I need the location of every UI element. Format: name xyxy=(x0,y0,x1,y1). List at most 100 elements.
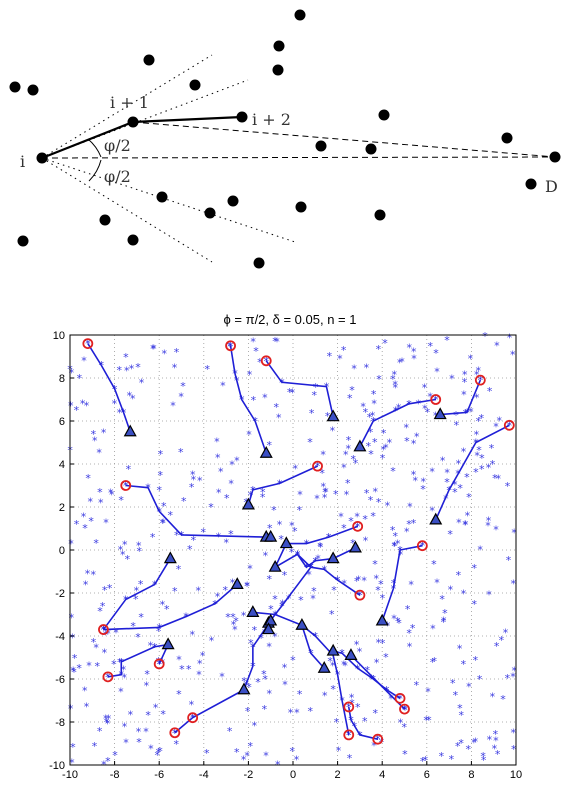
chart-title: ϕ = π/2, δ = 0.05, n = 1 xyxy=(224,312,357,327)
scatter-point: * xyxy=(477,673,483,686)
scatter-point: * xyxy=(272,335,278,348)
scatter-point: * xyxy=(282,679,288,692)
scatter-point: * xyxy=(82,685,88,698)
scatter-point: * xyxy=(471,598,477,611)
scatter-point: * xyxy=(294,706,300,719)
scatter-point: * xyxy=(493,735,499,748)
scatter-point: * xyxy=(101,427,107,440)
scatter-point: * xyxy=(486,462,492,475)
scatter-point: * xyxy=(190,629,196,642)
network-node xyxy=(127,234,139,246)
scatter-point: * xyxy=(117,407,123,420)
scatter-point: * xyxy=(111,658,117,671)
scatter-point: * xyxy=(510,727,516,740)
route-node: * xyxy=(335,574,341,587)
scatter-point: * xyxy=(422,403,428,416)
scatter-point: * xyxy=(103,712,109,725)
route-node: * xyxy=(324,381,330,394)
scatter-point: * xyxy=(170,399,176,412)
scatter-point: * xyxy=(371,739,377,752)
angle-arc-lower xyxy=(88,159,102,182)
scatter-point: * xyxy=(489,442,495,455)
scatter-point: * xyxy=(341,344,347,357)
route-node: * xyxy=(348,714,354,727)
scatter-point: * xyxy=(449,373,455,386)
scatter-point: * xyxy=(376,496,382,509)
route-path-line xyxy=(229,345,267,454)
scatter-point: * xyxy=(112,398,118,411)
scatter-point: * xyxy=(406,518,412,531)
x-tick-label: 4 xyxy=(379,769,385,781)
route-node: * xyxy=(190,712,196,725)
scatter-point: * xyxy=(383,442,389,455)
route-node: * xyxy=(277,477,283,490)
start-marker xyxy=(394,692,406,704)
scatter-point: * xyxy=(364,487,370,500)
scatter-point: * xyxy=(91,428,97,441)
scatter-point: * xyxy=(404,526,410,539)
scatter-point: * xyxy=(230,611,236,624)
route-node: * xyxy=(123,593,129,606)
scatter-point: * xyxy=(420,475,426,488)
scatter-point: * xyxy=(136,726,142,739)
scatter-point: * xyxy=(368,426,374,439)
scatter-point: * xyxy=(69,366,75,379)
scatter-point: * xyxy=(233,615,239,628)
route-node: * xyxy=(263,355,269,368)
scatter-point: * xyxy=(151,342,157,355)
scatter-point: * xyxy=(157,484,163,497)
scatter-point: * xyxy=(407,641,413,654)
route-node: * xyxy=(101,624,107,637)
scatter-point: * xyxy=(449,753,455,766)
route-node: * xyxy=(98,359,104,372)
scatter-point: * xyxy=(430,656,436,669)
scatter-point: * xyxy=(172,362,178,375)
end-marker xyxy=(433,407,447,420)
scatter-point: * xyxy=(97,605,103,618)
scatter-point: * xyxy=(351,453,357,466)
scatter-point: * xyxy=(338,510,344,523)
scatter-point: * xyxy=(456,569,462,582)
route-node: * xyxy=(397,544,403,557)
scatter-point: * xyxy=(376,373,382,386)
scatter-point: * xyxy=(387,436,393,449)
angle-sector-diagram: i i + 1 i + 2 D φ/2 φ/2 xyxy=(9,9,561,269)
route-node: * xyxy=(295,548,301,561)
route-node: * xyxy=(228,340,234,353)
scatter-point: * xyxy=(102,584,108,597)
scatter-point: * xyxy=(127,389,133,402)
route-node: * xyxy=(371,673,377,686)
network-node xyxy=(236,111,248,123)
route-path-line xyxy=(247,465,318,506)
scatter-point: * xyxy=(81,355,87,368)
scatter-point: * xyxy=(490,458,496,471)
scatter-point: * xyxy=(440,455,446,468)
route-node: * xyxy=(152,641,158,654)
scatter-point: * xyxy=(450,677,456,690)
scatter-point: * xyxy=(266,688,272,701)
scatter-point: * xyxy=(347,752,353,765)
start-marker xyxy=(82,338,94,349)
scatter-point: * xyxy=(411,517,417,530)
scatter-point: * xyxy=(331,584,337,597)
scatter-point: * xyxy=(439,750,445,763)
route-node: * xyxy=(420,540,426,553)
scatter-point: * xyxy=(76,662,82,675)
scatter-point: * xyxy=(154,749,160,762)
scatter-point: * xyxy=(160,517,166,530)
route-node: * xyxy=(156,658,162,671)
scatter-point: * xyxy=(84,400,90,413)
scatter-point: * xyxy=(103,629,109,642)
scatter-point: * xyxy=(330,659,336,672)
scatter-point: * xyxy=(473,466,479,479)
scatter-point: * xyxy=(116,364,122,377)
scatter-point: * xyxy=(487,734,493,747)
route-node: * xyxy=(402,703,408,716)
end-marker xyxy=(264,613,278,626)
dashed-line-i1-to-D xyxy=(132,121,556,158)
route-node: * xyxy=(212,598,218,611)
scatter-point: * xyxy=(252,720,258,733)
scatter-point: * xyxy=(191,534,197,547)
scatter-point: * xyxy=(92,435,98,448)
scatter-point: * xyxy=(322,491,328,504)
